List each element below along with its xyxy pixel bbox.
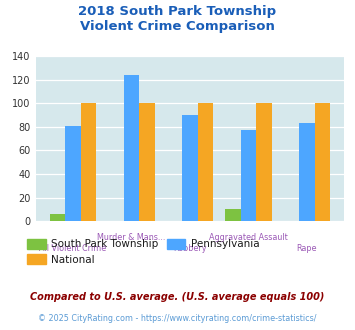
- Text: All Violent Crime: All Violent Crime: [39, 244, 106, 253]
- Text: Aggravated Assault: Aggravated Assault: [209, 233, 288, 242]
- Bar: [182, 115, 198, 221]
- Bar: [241, 130, 256, 221]
- Bar: [299, 123, 315, 221]
- Text: © 2025 CityRating.com - https://www.cityrating.com/crime-statistics/: © 2025 CityRating.com - https://www.city…: [38, 314, 317, 323]
- Text: Rape: Rape: [297, 244, 317, 253]
- Text: 2018 South Park Township
Violent Crime Comparison: 2018 South Park Township Violent Crime C…: [78, 5, 277, 33]
- Bar: [139, 103, 155, 221]
- Text: Compared to U.S. average. (U.S. average equals 100): Compared to U.S. average. (U.S. average …: [30, 292, 325, 302]
- Bar: [65, 126, 81, 221]
- Legend: South Park Township, National, Pennsylvania: South Park Township, National, Pennsylva…: [23, 235, 263, 269]
- Text: Murder & Mans...: Murder & Mans...: [97, 233, 166, 242]
- Bar: [124, 75, 139, 221]
- Text: Robbery: Robbery: [173, 244, 207, 253]
- Bar: [50, 214, 65, 221]
- Bar: [256, 103, 272, 221]
- Bar: [81, 103, 96, 221]
- Bar: [198, 103, 213, 221]
- Bar: [225, 209, 241, 221]
- Bar: [315, 103, 330, 221]
